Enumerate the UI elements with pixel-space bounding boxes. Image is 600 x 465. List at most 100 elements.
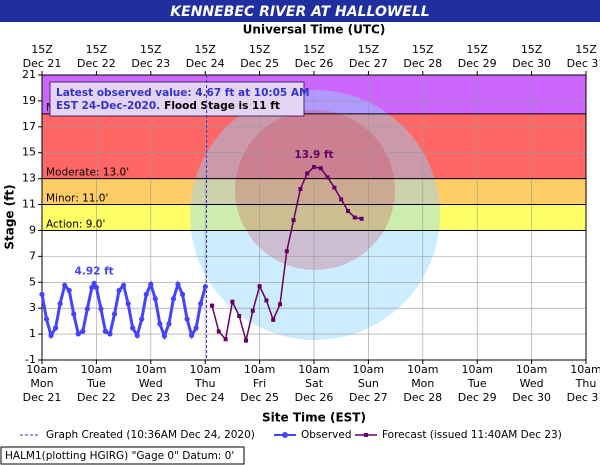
x-tick-date: Dec 21: [23, 391, 62, 404]
x-tick-date: Dec 31: [567, 391, 600, 404]
x-tick-time: 10am: [353, 363, 384, 376]
top-tick-utc: 15Z: [31, 43, 53, 56]
x-tick-time: 10am: [298, 363, 329, 376]
top-tick-date: Dec 22: [77, 57, 116, 70]
flood-label: Moderate: 13.0': [46, 167, 129, 179]
observed-point: [39, 291, 45, 297]
observed-point: [166, 321, 172, 327]
observed-point: [175, 281, 181, 287]
observed-point: [116, 287, 122, 294]
observed-point: [93, 284, 99, 291]
observed-point: [43, 316, 50, 322]
x-tick-time: 10am: [461, 363, 492, 376]
forecast-point: [318, 166, 323, 171]
peak-label: 4.92 ft: [75, 265, 114, 277]
top-tick-date: Dec 23: [131, 57, 170, 70]
forecast-point: [264, 298, 269, 303]
overlay: Latest observed value: 4.67 ft at 10:05 …: [39, 75, 364, 360]
watermark: [235, 110, 395, 270]
forecast-point: [305, 171, 310, 176]
plot-frame: [41, 74, 587, 361]
forecast-point: [359, 216, 364, 221]
forecast-point: [325, 175, 330, 180]
forecast-point: [223, 337, 228, 342]
observed-point: [157, 321, 163, 327]
top-tick-utc: 15Z: [358, 43, 380, 56]
x-tick-time: 10am: [244, 363, 275, 376]
forecast-point: [352, 215, 357, 220]
x-tick-time: 10am: [407, 363, 438, 376]
x-tick-weekday: Tue: [86, 377, 106, 390]
observed-point: [125, 301, 131, 307]
x-tick-weekday: Thu: [194, 377, 216, 390]
forecast-point: [250, 308, 255, 313]
observed-point: [161, 333, 167, 339]
x-tick-weekday: Wed: [520, 377, 544, 390]
observed-point: [152, 296, 158, 302]
observed-point: [121, 282, 127, 288]
x-tick-weekday: Sat: [305, 377, 324, 390]
y-tick-label: -1: [25, 353, 36, 366]
forecast-point: [237, 313, 242, 318]
forecast-point: [291, 218, 296, 223]
y-tick-label: 9: [29, 223, 36, 236]
y-tick-label: 11: [22, 198, 36, 211]
observed-point: [91, 280, 97, 286]
legend-label: Observed: [301, 429, 352, 441]
chart-title: KENNEBEC RIVER AT HALLOWELL: [170, 4, 429, 20]
y-tick-label: 5: [29, 275, 36, 288]
series-line: [40, 280, 207, 341]
x-tick-time: 10am: [570, 363, 600, 376]
top-tick-date: Dec 30: [512, 57, 551, 70]
x-tick-date: Dec 26: [295, 391, 334, 404]
observed-point: [75, 331, 81, 337]
y-axis-title: Stage (ft): [3, 184, 17, 249]
annotation-box: [49, 81, 305, 117]
footer: HALM1(plotting HGIRG) "Gage 0" Datum: 0': [5, 450, 234, 462]
top-tick-date: Dec 25: [240, 57, 279, 70]
y-tick-label: 7: [29, 249, 36, 262]
top-tick-utc: 15Z: [194, 43, 216, 56]
top-tick-date: Dec 27: [349, 57, 388, 70]
legend-marker: [364, 433, 368, 437]
observed-point: [179, 291, 186, 297]
legend-marker: [282, 432, 288, 438]
observed-point: [202, 283, 208, 290]
x-tick-weekday: Mon: [30, 377, 53, 390]
x-tick-weekday: Mon: [411, 377, 434, 390]
top-tick-date: Dec 24: [186, 57, 225, 70]
x-tick-weekday: Tue: [467, 377, 487, 390]
peak-label: 13.9 ft: [294, 149, 333, 161]
observed-point: [80, 328, 86, 334]
x-tick-time: 10am: [81, 363, 112, 376]
observed-point: [102, 328, 109, 334]
observed-point: [98, 306, 104, 312]
observed-point: [130, 325, 136, 331]
observed-point: [48, 332, 54, 339]
annotation-line: EST 24-Dec-2020. Flood Stage is 11 ft: [56, 100, 280, 112]
top-tick-date: Dec 29: [458, 57, 497, 70]
observed-point: [139, 316, 145, 322]
x-axis-title: Site Time (EST): [262, 411, 366, 425]
y-tick-label: 21: [22, 68, 36, 81]
observed-point: [170, 296, 177, 302]
top-tick-utc: 15Z: [86, 43, 108, 56]
legend-label: Forecast (issued 11:40AM Dec 23): [382, 429, 562, 441]
observed-point: [148, 281, 154, 287]
observed-point: [71, 311, 77, 317]
flood-label: Minor: 11.0': [46, 193, 108, 205]
forecast-point: [284, 249, 289, 254]
y-tick-label: 15: [22, 146, 36, 159]
top-tick-utc: 15Z: [521, 43, 543, 56]
annotation-time: EST 24-Dec-2020.: [56, 100, 160, 112]
observed-point: [143, 291, 149, 297]
observed-point: [53, 325, 59, 331]
top-tick-date: Dec 31: [567, 57, 600, 70]
top-tick-utc: 15Z: [303, 43, 325, 56]
x-tick-time: 10am: [135, 363, 166, 376]
top-tick-utc: 15Z: [466, 43, 488, 56]
forecast-point: [257, 284, 262, 289]
y-tick-label: 3: [29, 301, 36, 314]
x-tick-time: 10am: [189, 363, 220, 376]
title-bar: [0, 0, 600, 22]
